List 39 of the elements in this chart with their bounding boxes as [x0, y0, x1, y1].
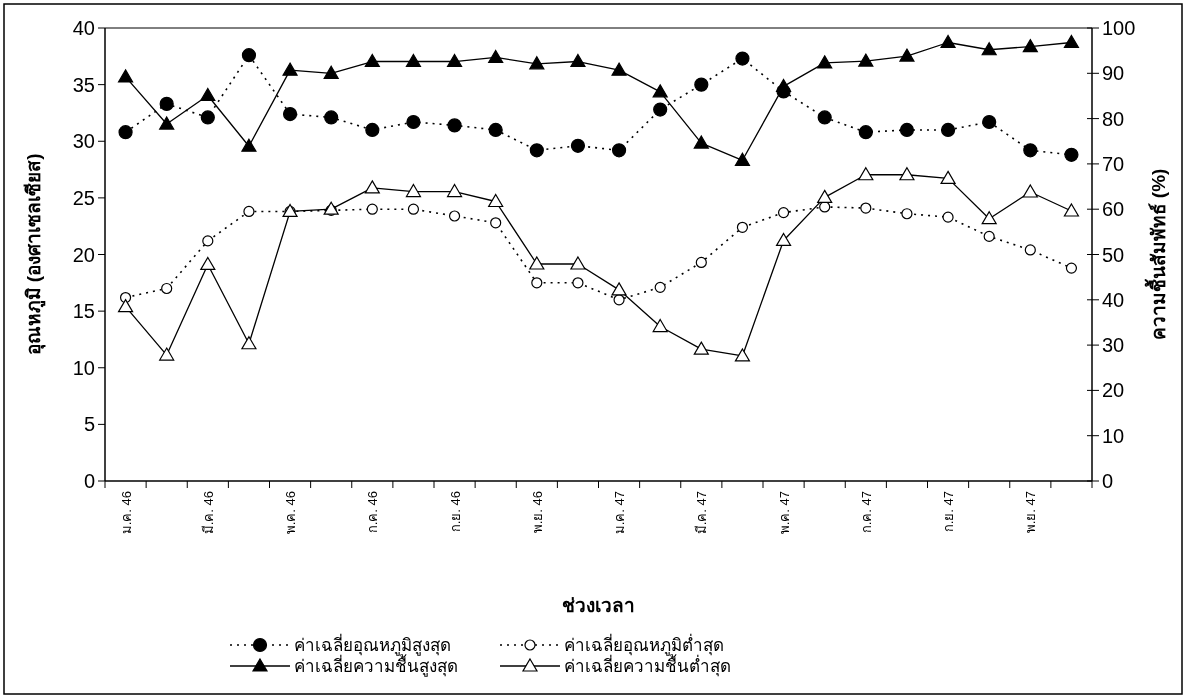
- y2-tick-label: 10: [1102, 424, 1125, 447]
- y2-tick-label: 40: [1102, 288, 1125, 311]
- y-axis-title: อุณหภูมิ (องศาเซลเซียส): [23, 153, 46, 356]
- y2-tick-label: 90: [1102, 62, 1125, 85]
- x-tick-label: มี.ค. 46: [200, 491, 216, 535]
- y2-tick-label: 0: [1102, 470, 1114, 492]
- y-tick-label: 5: [83, 413, 95, 436]
- x-tick-label: ก.ย. 46: [447, 491, 463, 533]
- x-tick-label: พ.ย. 47: [1023, 491, 1039, 534]
- legend-label: ค่าเฉลี่ยความชื้นต่ำสุด: [564, 654, 731, 677]
- x-tick-label: ก.ย. 47: [941, 491, 957, 533]
- x-tick-label: พ.ค. 47: [776, 491, 792, 535]
- y2-axis-title: ความชื้นสัมพัทธ์ (%): [1144, 168, 1169, 341]
- y2-tick-label: 50: [1102, 243, 1125, 266]
- y-tick-label: 15: [72, 300, 95, 323]
- legend-label: ค่าเฉลี่ยอุณหภูมิต่ำสุด: [564, 633, 724, 656]
- y-tick-label: 20: [72, 243, 95, 266]
- x-tick-label: ม.ค. 47: [612, 491, 628, 535]
- legend-label: ค่าเฉลี่ยความชื้นสูงสุด: [294, 654, 458, 677]
- x-axis-title: ช่วงเวลา: [562, 595, 635, 616]
- x-tick-label: พ.ค. 46: [283, 491, 299, 535]
- y2-tick-label: 60: [1102, 198, 1125, 221]
- y-tick-label: 0: [83, 470, 95, 492]
- y-tick-label: 30: [72, 130, 95, 153]
- x-tick-label: ก.ค. 46: [365, 491, 381, 534]
- y2-tick-label: 80: [1102, 107, 1125, 130]
- y2-tick-label: 70: [1102, 152, 1125, 175]
- y-tick-label: 40: [72, 17, 95, 39]
- y-tick-label: 10: [72, 356, 95, 379]
- x-tick-label: ก.ค. 47: [858, 491, 874, 534]
- y2-tick-label: 100: [1102, 17, 1136, 39]
- x-tick-label: พ.ย. 46: [529, 491, 545, 534]
- y-tick-label: 25: [72, 186, 95, 209]
- legend-label: ค่าเฉลี่ยอุณหภูมิสูงสุด: [294, 633, 451, 656]
- x-tick-label: ม.ค. 46: [118, 491, 134, 535]
- y2-tick-label: 20: [1102, 379, 1125, 402]
- y2-tick-label: 30: [1102, 334, 1125, 357]
- x-tick-label: มี.ค. 47: [694, 491, 710, 535]
- y-tick-label: 35: [72, 73, 95, 96]
